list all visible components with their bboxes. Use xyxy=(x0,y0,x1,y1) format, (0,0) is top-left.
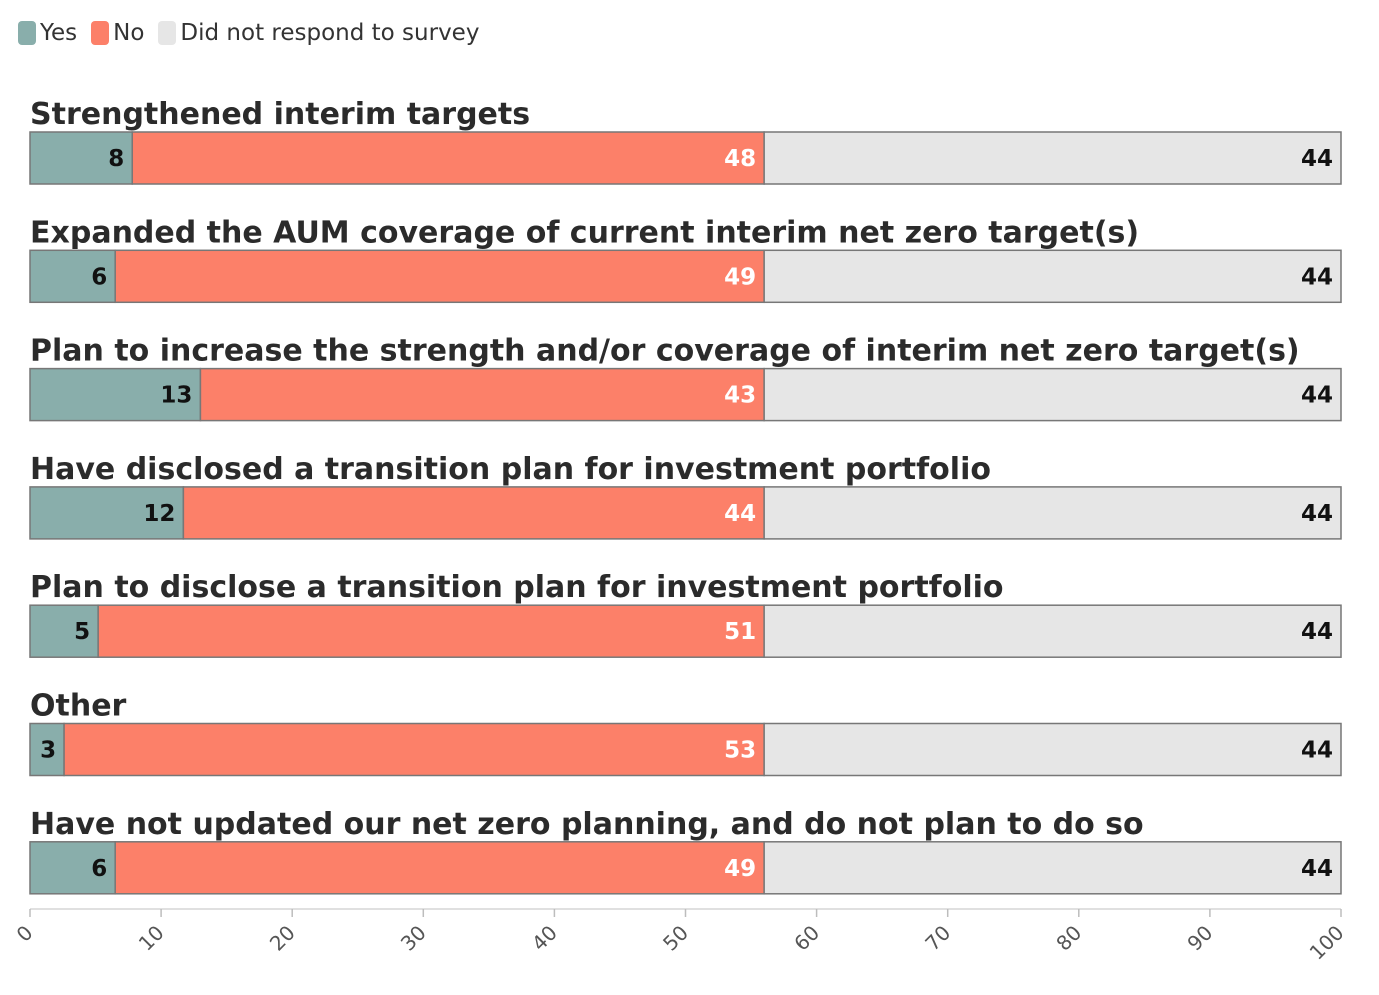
data-label: 44 xyxy=(724,501,756,527)
data-label: 8 xyxy=(108,146,124,172)
legend-swatch-no-response xyxy=(158,21,177,45)
bar-segment[interactable] xyxy=(763,131,1342,185)
legend-swatch-yes xyxy=(18,21,36,45)
bar-segment[interactable] xyxy=(199,367,765,422)
x-tick-label: 70 xyxy=(920,921,955,956)
x-tick-label: 60 xyxy=(789,921,824,956)
data-label: 48 xyxy=(724,146,756,172)
bar-segment[interactable] xyxy=(114,841,765,895)
bar-segment[interactable] xyxy=(63,722,765,777)
data-label: 44 xyxy=(1301,738,1333,764)
category-label: Plan to increase the strength and/or cov… xyxy=(30,334,1300,369)
category-label: Plan to disclose a transition plan for i… xyxy=(30,570,1004,605)
x-tick-label: 10 xyxy=(134,921,169,956)
data-label: 43 xyxy=(724,383,756,409)
bar-segment[interactable] xyxy=(182,486,765,540)
bar-segment[interactable] xyxy=(763,604,1342,658)
x-tick-label: 20 xyxy=(265,921,300,956)
data-label: 44 xyxy=(1301,501,1333,527)
data-label: 49 xyxy=(724,856,756,882)
x-tick-label: 0 xyxy=(12,921,38,947)
data-label: 6 xyxy=(91,264,107,290)
bar-segment[interactable] xyxy=(29,841,116,895)
category-label: Have not updated our net zero planning, … xyxy=(30,807,1144,842)
data-label: 44 xyxy=(1301,383,1333,409)
bar-segment[interactable] xyxy=(29,367,202,422)
legend-item-yes[interactable]: Yes xyxy=(18,20,77,46)
data-label: 6 xyxy=(91,856,107,882)
bar-segment[interactable] xyxy=(763,367,1342,422)
legend-label-yes: Yes xyxy=(40,20,78,46)
legend-item-no[interactable]: No xyxy=(91,20,144,46)
x-tick-label: 90 xyxy=(1182,921,1217,956)
data-label: 44 xyxy=(1301,264,1333,290)
category-label: Other xyxy=(30,689,127,724)
x-tick-label: 30 xyxy=(396,921,431,956)
data-label: 5 xyxy=(74,619,90,645)
x-tick-label: 50 xyxy=(658,921,693,956)
x-tick-label: 40 xyxy=(527,921,562,956)
data-label: 51 xyxy=(724,619,756,645)
category-label: Have disclosed a transition plan for inv… xyxy=(30,452,991,487)
category-label: Strengthened interim targets xyxy=(30,97,530,132)
category-label: Expanded the AUM coverage of current int… xyxy=(30,215,1139,250)
data-label: 44 xyxy=(1301,856,1333,882)
x-tick-label: 100 xyxy=(1305,921,1349,965)
bar-segment[interactable] xyxy=(114,249,765,304)
legend-swatch-no xyxy=(91,21,110,45)
legend-label-no-response: Did not respond to survey xyxy=(180,20,480,46)
data-label: 12 xyxy=(143,501,175,527)
x-tick-label: 80 xyxy=(1051,921,1086,956)
legend: Yes No Did not respond to survey xyxy=(18,20,493,46)
data-label: 44 xyxy=(1301,619,1333,645)
data-label: 44 xyxy=(1301,146,1333,172)
bar-segment[interactable] xyxy=(763,722,1342,777)
data-label: 53 xyxy=(724,738,756,764)
bar-segment[interactable] xyxy=(763,486,1342,540)
bar-segment[interactable] xyxy=(97,604,765,658)
data-label: 3 xyxy=(40,738,56,764)
data-label: 49 xyxy=(724,264,756,290)
legend-label-no: No xyxy=(113,20,145,46)
bar-segment[interactable] xyxy=(763,249,1342,304)
bar-segment[interactable] xyxy=(763,841,1342,895)
data-label: 13 xyxy=(160,383,192,409)
bar-segment[interactable] xyxy=(131,131,765,185)
legend-item-no-response[interactable]: Did not respond to survey xyxy=(158,20,479,46)
bar-segment[interactable] xyxy=(29,722,65,777)
